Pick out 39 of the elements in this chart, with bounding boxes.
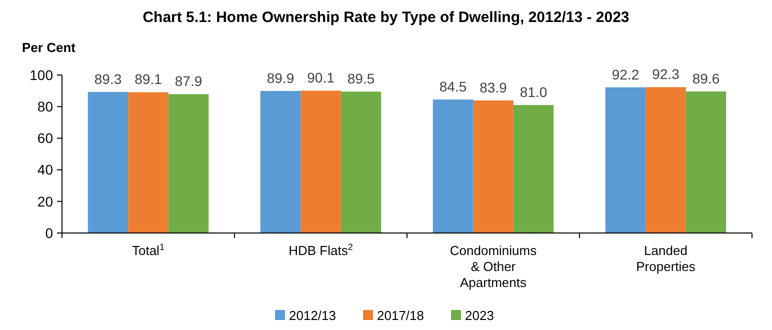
y-tick-label: 0 — [45, 224, 54, 241]
data-label: 89.5 — [347, 70, 375, 87]
legend-label: 2017/18 — [377, 308, 424, 323]
bar — [260, 90, 301, 233]
data-label: 90.1 — [307, 70, 335, 86]
data-label: 92.3 — [652, 66, 680, 82]
x-tick-label: Condominiums & Other Apartments — [450, 243, 538, 290]
bar — [686, 91, 726, 233]
bar — [432, 99, 474, 233]
bar — [168, 94, 209, 233]
bar — [473, 100, 514, 233]
bar — [88, 92, 128, 233]
legend-label: 2012/13 — [289, 308, 336, 323]
x-tick-label: Total$^{1}$ — [132, 242, 165, 258]
bar — [513, 105, 554, 233]
data-label: 84.5 — [439, 78, 467, 94]
bar — [300, 90, 341, 233]
data-label: 89.3 — [94, 70, 122, 87]
chart-title: Chart 5.1: Home Ownership Rate by Type of Dwelling, 2012/13 - 2023 — [142, 9, 630, 26]
bar — [646, 87, 686, 233]
data-label: 83.9 — [480, 79, 508, 96]
data-label: 89.1 — [134, 71, 162, 88]
data-label: 89.6 — [692, 70, 720, 86]
y-tick-label: 80 — [37, 98, 54, 114]
bar — [340, 92, 382, 233]
y-tick-label: 40 — [37, 162, 54, 178]
data-label: 92.2 — [612, 66, 640, 82]
y-tick-label: 100 — [30, 66, 54, 83]
data-label: 89.9 — [266, 70, 294, 86]
bar — [128, 92, 168, 233]
data-label: 81.0 — [520, 84, 548, 100]
data-label: 87.9 — [174, 73, 202, 90]
bar — [605, 87, 646, 233]
legend-label: 2023 — [465, 308, 494, 323]
y-axis-title: Per Cent — [22, 40, 76, 55]
y-tick-label: 60 — [37, 130, 54, 146]
y-tick-label: 20 — [37, 193, 54, 210]
x-tick-label: HDB Flats$^{2}$ — [288, 242, 353, 258]
x-tick-label: Landed Properties — [636, 243, 696, 274]
